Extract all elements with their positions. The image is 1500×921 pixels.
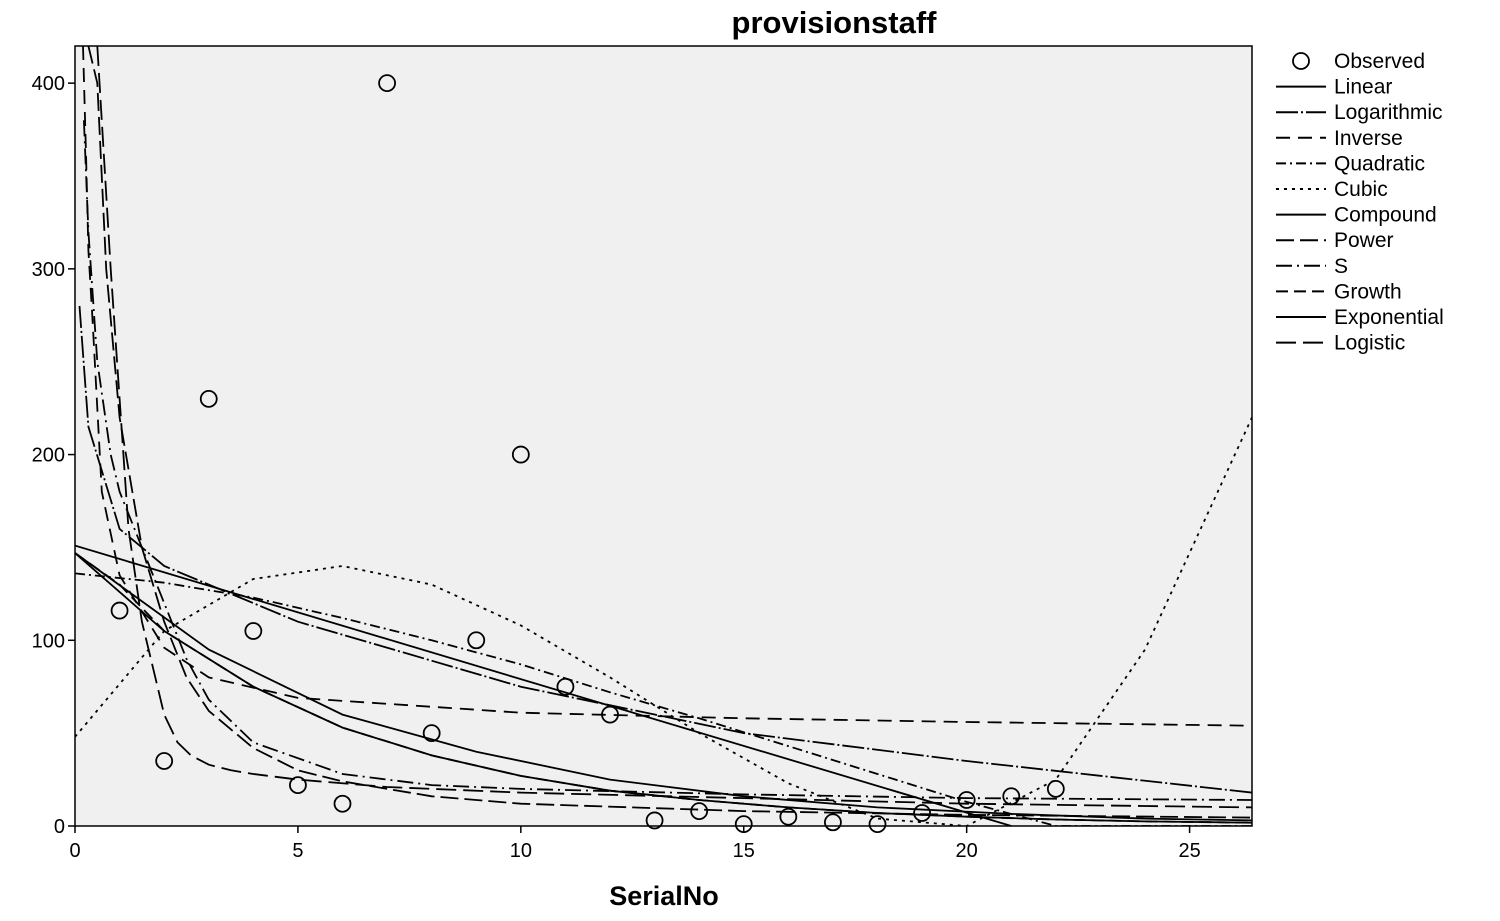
fit-line-growth [75, 552, 1252, 824]
fit-line-linear [75, 544, 1012, 826]
fit-line-s [83, 120, 1252, 801]
observed-point [824, 813, 842, 832]
observed-point [779, 807, 798, 826]
legend-label-linear: Linear [1334, 76, 1392, 99]
x-tick-label: 0 [69, 840, 80, 862]
legend-label-logistic: Logistic [1334, 332, 1405, 355]
y-tick-label: 300 [32, 259, 65, 281]
fit-line-quadratic [75, 572, 1252, 826]
observed-point [556, 677, 575, 696]
fit-line-logistic [96, 46, 1252, 809]
chart-title: provisionstaff [732, 5, 938, 40]
x-axis-label: SerialNo [609, 881, 719, 911]
legend-label-growth: Growth [1334, 280, 1402, 303]
observed-point [913, 804, 931, 822]
legend-marker-observed [1292, 52, 1310, 70]
fit-line-cubic [75, 417, 1252, 826]
observed-point [289, 776, 307, 795]
observed-point [1046, 779, 1065, 798]
fit-lines [75, 46, 1252, 826]
observed-point [601, 705, 619, 724]
plot-area [75, 46, 1252, 826]
x-tick-label: 15 [733, 840, 755, 862]
observed-point [422, 724, 441, 743]
x-tick-label: 25 [1178, 840, 1200, 862]
y-tick-label: 100 [32, 630, 65, 652]
legend-label-quadratic: Quadratic [1334, 152, 1425, 175]
plot-frame [74, 45, 1253, 827]
observed-point [378, 74, 396, 93]
x-tick-label: 10 [510, 840, 532, 862]
y-tick-label: 0 [54, 816, 65, 838]
legend-label-exponential: Exponential [1334, 306, 1444, 329]
legend-label-observed: Observed [1334, 50, 1425, 73]
axes: 0 5 10 15 20 25 0 100 200 300 400 [32, 73, 1201, 862]
observed-point [110, 601, 129, 620]
observed-point [868, 815, 887, 834]
fit-line-power [87, 46, 1252, 819]
legend-label-logarithmic: Logarithmic [1334, 101, 1443, 124]
y-tick-label: 200 [32, 445, 65, 467]
observed-point [333, 794, 352, 813]
observed-point [467, 631, 486, 650]
observed-point [199, 389, 218, 408]
legend-label-power: Power [1334, 229, 1394, 252]
y-tick-label: 400 [32, 73, 65, 95]
x-tick-label: 5 [292, 840, 303, 862]
observed-point [645, 811, 664, 830]
x-tick-label: 20 [956, 840, 978, 862]
legend-label-cubic: Cubic [1334, 178, 1388, 201]
observed-point [690, 802, 709, 821]
observed-point [244, 622, 263, 640]
fit-line-exponential [75, 552, 1252, 822]
observed-point [734, 815, 753, 834]
legend-label-inverse: Inverse [1334, 127, 1403, 150]
legend-label-s: S [1334, 255, 1348, 278]
observed-point [155, 752, 174, 770]
observed-points [110, 74, 1065, 834]
fit-line-logarithmic [78, 305, 1252, 794]
observed-point [1002, 787, 1021, 806]
legend-label-compound: Compound [1334, 204, 1437, 227]
fit-line-inverse [82, 46, 1252, 727]
observed-point [957, 791, 976, 809]
observed-point [511, 445, 530, 464]
